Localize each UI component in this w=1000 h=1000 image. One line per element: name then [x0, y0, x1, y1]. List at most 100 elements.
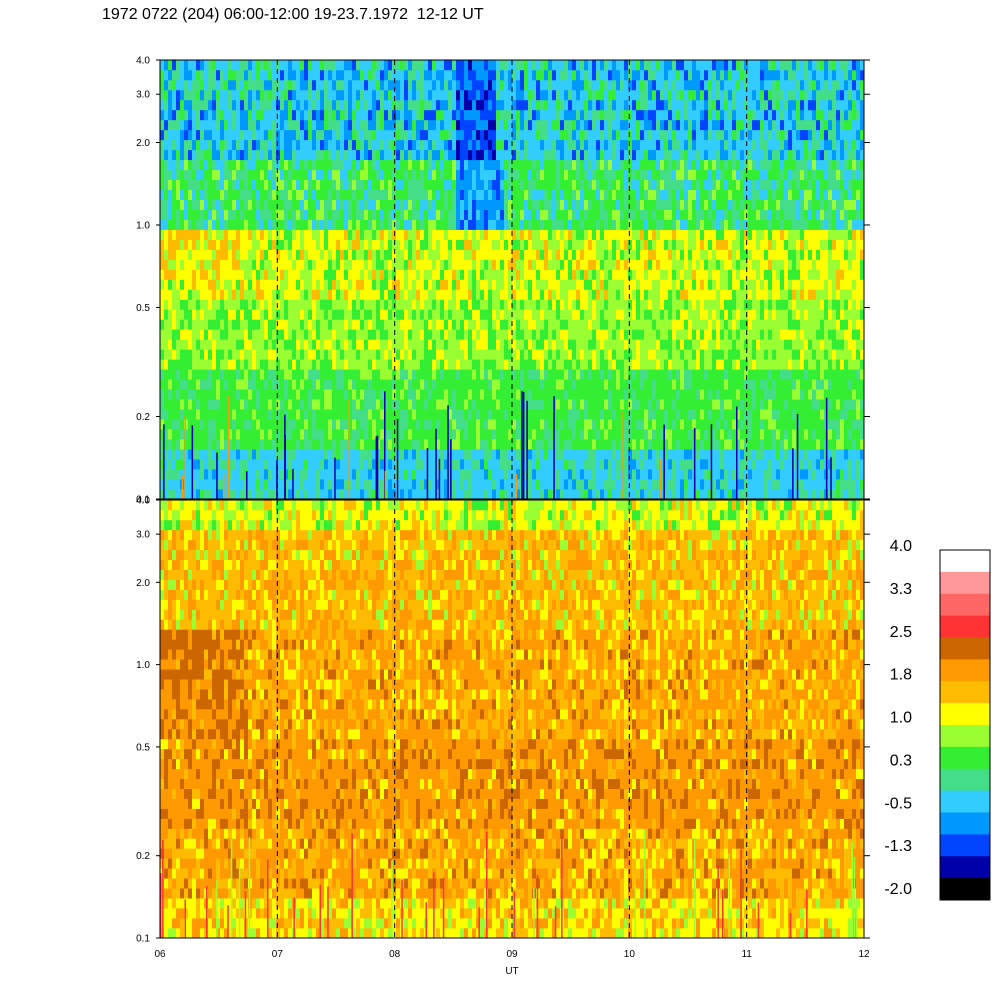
streak	[554, 906, 557, 938]
y-tick-label: 2.0	[136, 578, 150, 589]
streak	[284, 435, 286, 499]
streak	[433, 872, 435, 938]
streak	[533, 887, 535, 938]
streak	[222, 473, 225, 499]
streak	[238, 866, 241, 938]
streak	[227, 905, 229, 938]
streak	[486, 831, 488, 938]
streak	[757, 902, 760, 938]
y-tick-label: 1.0	[136, 660, 150, 671]
colorbar-label: -2.0	[884, 881, 912, 898]
streak	[522, 391, 525, 499]
colorbar: 4.0 3.3 2.5 1.8 1.0 0.3 -0.5 -1.3 -2.0	[884, 538, 991, 901]
streak	[789, 913, 792, 938]
streak	[515, 474, 518, 499]
y-tick-label: 4.0	[136, 56, 150, 67]
colorbar-swatch	[940, 790, 990, 814]
streak	[659, 458, 661, 499]
x-tick-label: 06	[154, 949, 166, 960]
y-tick-label: 2.0	[136, 138, 150, 149]
streak	[536, 875, 539, 938]
streak	[384, 470, 387, 499]
colorbar-swatch	[940, 615, 990, 639]
streak	[553, 396, 555, 499]
colorbar-swatch	[940, 746, 990, 770]
colorbar-swatch	[940, 856, 990, 879]
streak	[293, 897, 295, 938]
x-tick-label: 09	[506, 949, 518, 960]
streak	[206, 886, 208, 938]
colorbar-label: 2.5	[890, 624, 912, 641]
streak	[244, 891, 247, 938]
colorbar-label: 3.3	[890, 581, 912, 598]
x-tick-label: 07	[272, 949, 284, 960]
streak	[856, 902, 858, 938]
streak	[736, 406, 738, 499]
streak	[663, 424, 665, 499]
colorbar-swatch	[940, 878, 990, 901]
x-tick-label: 10	[624, 949, 636, 960]
streak	[184, 415, 186, 499]
streak	[693, 427, 696, 499]
streak	[478, 907, 480, 938]
x-tick-label: 11	[741, 949, 752, 960]
streak	[435, 428, 437, 499]
colorbar-swatch	[940, 593, 990, 617]
streak	[796, 413, 799, 499]
streak	[216, 880, 218, 938]
colorbar-swatch	[940, 812, 990, 835]
streak	[319, 884, 321, 938]
colorbar-frame	[939, 549, 991, 901]
streak	[348, 399, 350, 499]
y-tick-label: 3.0	[136, 530, 150, 541]
streak	[447, 405, 449, 499]
streak	[267, 859, 269, 938]
streak	[384, 391, 386, 499]
streak	[426, 448, 429, 499]
colorbar-label: 0.3	[890, 752, 912, 769]
colorbar-swatch	[940, 768, 990, 792]
x-tick-label: 12	[858, 949, 870, 960]
streak	[160, 873, 162, 938]
y-tick-label: 3.0	[136, 90, 150, 101]
streak	[830, 457, 832, 499]
colorbar-swatch	[940, 637, 990, 660]
streak	[391, 860, 393, 938]
streak	[851, 841, 853, 938]
y-tick-label: 0.2	[136, 412, 150, 423]
streak	[216, 452, 218, 499]
streak	[717, 865, 719, 938]
colorbar-swatch	[940, 725, 990, 748]
streak	[376, 435, 379, 499]
streak	[184, 899, 186, 938]
chart-title: 1972 0722 (204) 06:00-12:00 19-23.7.1972…	[102, 6, 484, 23]
y-tick-label: 0.5	[136, 303, 150, 314]
colorbar-label: 1.8	[890, 667, 912, 684]
streak	[634, 886, 636, 938]
streak	[450, 439, 452, 499]
y-tick-label: 0.1	[136, 934, 150, 945]
colorbar-label: 1.0	[890, 710, 912, 727]
streak	[728, 853, 730, 938]
x-tick-label: 08	[389, 949, 401, 960]
streak	[792, 448, 794, 499]
colorbar-swatch	[940, 571, 990, 595]
streak	[375, 436, 378, 499]
streak	[248, 837, 251, 938]
streak	[425, 902, 427, 938]
streak	[513, 891, 516, 938]
y-tick-label: 0.1	[136, 495, 150, 506]
streak	[230, 839, 233, 938]
streak	[438, 458, 441, 499]
colorbar-label: -0.5	[884, 795, 912, 812]
y-tick-label: 0.5	[136, 742, 150, 753]
x-axis-label: UT	[505, 966, 518, 977]
colorbar-swatch	[940, 659, 990, 682]
streak	[292, 468, 294, 499]
colorbar-label: 4.0	[890, 538, 912, 555]
colorbar-label: -1.3	[884, 838, 912, 855]
top-panel: 0.1 0.2 0.5 1.0 2.0 3.0 4.0	[136, 56, 870, 506]
x-axis: 06 07 08 09 10 11 12 UT	[154, 949, 870, 977]
colorbar-swatch	[940, 681, 990, 704]
